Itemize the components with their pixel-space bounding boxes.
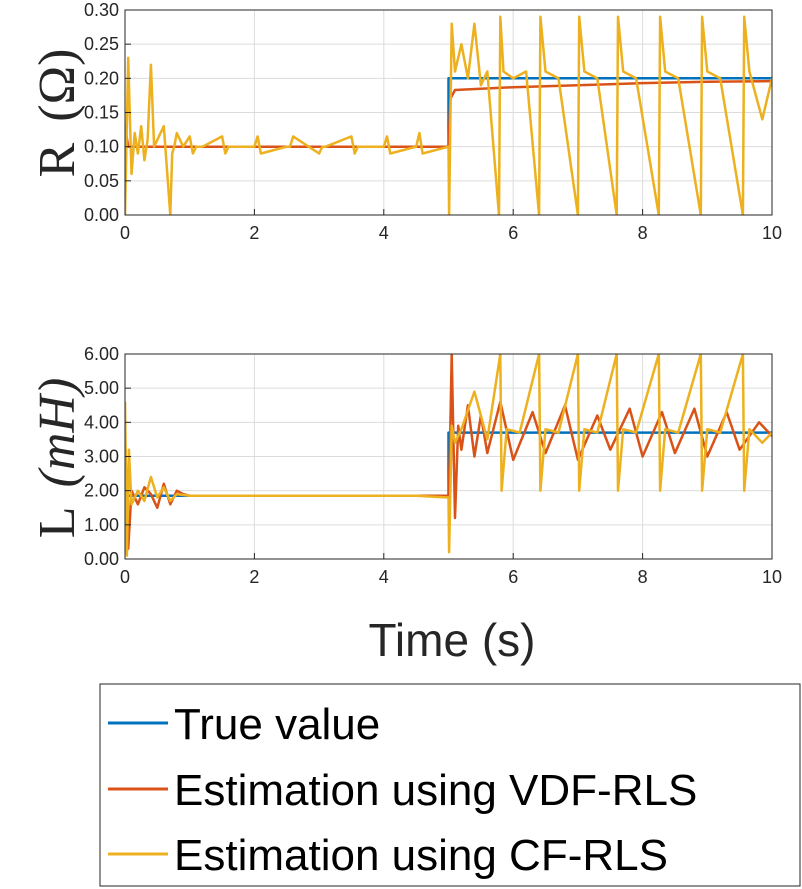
resistance-y-tick-label: 0.10 xyxy=(84,137,119,157)
resistance-series-cf-rls xyxy=(125,15,772,215)
inductance-y-axis-label: L (mH) xyxy=(29,378,86,539)
legend-label-true-value: True value xyxy=(174,700,380,749)
inductance-series-cf-rls xyxy=(125,354,772,557)
inductance-series xyxy=(125,354,772,557)
resistance-y-label-main: R xyxy=(29,142,86,177)
inductance-plot: 0.00 1.00 2.00 3.00 4.00 5.00 6.00 0 2 4 6 8 10 L (… xyxy=(29,344,782,666)
resistance-x-tick-label: 4 xyxy=(379,223,389,243)
resistance-x-tick-label: 2 xyxy=(249,223,259,243)
legend: True value Estimation using VDF-RLS Esti… xyxy=(99,683,801,887)
resistance-y-label-unit: (Ω) xyxy=(29,49,86,122)
inductance-y-label-unit: (mH) xyxy=(29,378,86,488)
resistance-y-ticks: 0.00 0.05 0.10 0.15 0.20 0.25 0.30 xyxy=(84,0,131,225)
legend-label-cf-rls: Estimation using CF-RLS xyxy=(174,831,668,880)
resistance-y-axis-label: R (Ω) xyxy=(29,49,86,178)
inductance-x-tick-label: 2 xyxy=(249,567,259,587)
inductance-x-tick-label: 0 xyxy=(120,567,130,587)
inductance-x-tick-label: 6 xyxy=(508,567,518,587)
resistance-y-tick-label: 0.20 xyxy=(84,68,119,88)
legend-label-vdf-rls: Estimation using VDF-RLS xyxy=(174,766,697,815)
resistance-x-tick-label: 8 xyxy=(638,223,648,243)
inductance-y-tick-label: 3.00 xyxy=(84,447,119,467)
inductance-y-tick-label: 5.00 xyxy=(84,378,119,398)
resistance-y-tick-label: 0.15 xyxy=(84,103,119,123)
legend-box xyxy=(99,683,801,887)
resistance-x-tick-label: 6 xyxy=(508,223,518,243)
resistance-x-tick-label: 10 xyxy=(762,223,782,243)
inductance-y-label-main: L xyxy=(29,508,86,538)
resistance-y-tick-label: 0.25 xyxy=(84,34,119,54)
inductance-y-tick-label: 4.00 xyxy=(84,412,119,432)
inductance-y-tick-label: 6.00 xyxy=(84,344,119,364)
inductance-x-ticks: 0 2 4 6 8 10 xyxy=(120,553,782,587)
resistance-x-tick-label: 0 xyxy=(120,223,130,243)
inductance-y-ticks: 0.00 1.00 2.00 3.00 4.00 5.00 6.00 xyxy=(84,344,131,569)
svg-text:R (Ω): R (Ω) xyxy=(29,49,86,178)
inductance-y-tick-label: 1.00 xyxy=(84,515,119,535)
resistance-plot: 0.00 0.05 0.10 0.15 0.20 0.25 0.30 0 2 4 6 8 10 R (… xyxy=(29,0,782,243)
inductance-y-tick-label: 0.00 xyxy=(84,549,119,569)
inductance-y-tick-label: 2.00 xyxy=(84,481,119,501)
x-axis-label: Time (s) xyxy=(369,614,536,666)
resistance-y-tick-label: 0.00 xyxy=(84,205,119,225)
inductance-x-tick-label: 8 xyxy=(638,567,648,587)
svg-text:L (mH): L (mH) xyxy=(29,378,86,539)
inductance-x-tick-label: 10 xyxy=(762,567,782,587)
resistance-x-ticks: 0 2 4 6 8 10 xyxy=(120,209,782,243)
resistance-y-tick-label: 0.05 xyxy=(84,171,119,191)
resistance-series xyxy=(125,15,772,215)
inductance-x-tick-label: 4 xyxy=(379,567,389,587)
resistance-y-tick-label: 0.30 xyxy=(84,0,119,20)
